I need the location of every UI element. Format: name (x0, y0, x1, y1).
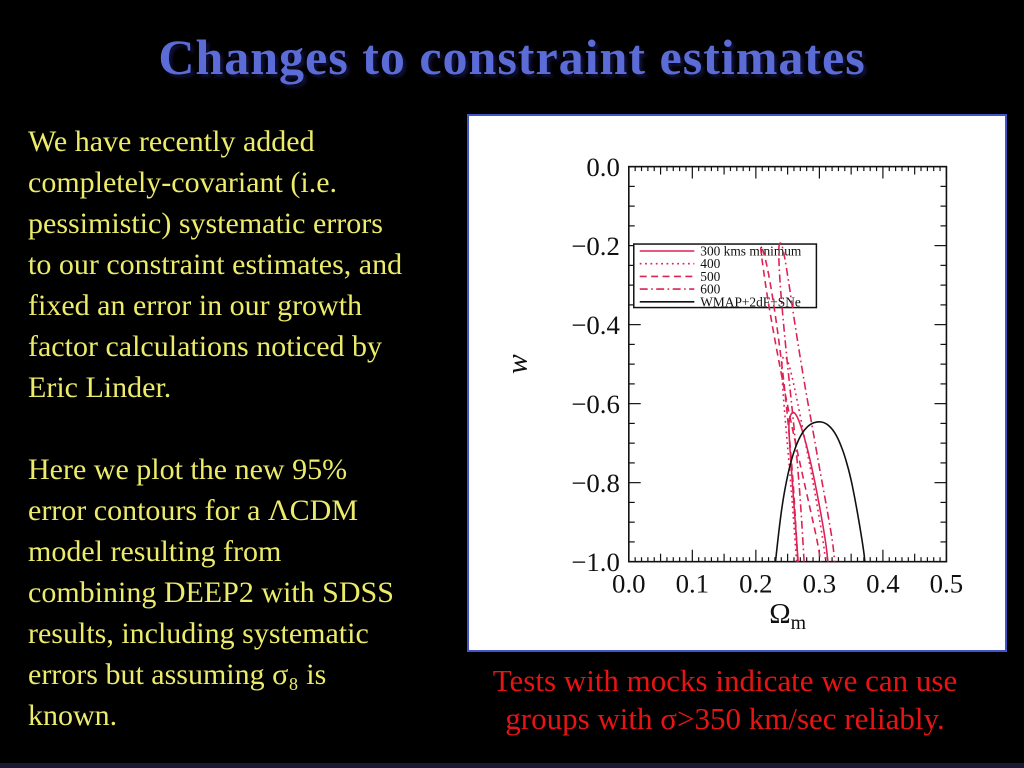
x-axis-tick-label: 0.5 (930, 568, 963, 598)
caption-text: Tests with mocks indicate we can use gro… (492, 663, 958, 736)
y-axis-tick-label: −0.6 (571, 389, 620, 419)
x-axis-tick-label: 0.2 (739, 568, 772, 598)
body-paragraph-1: We have recently added completely-covari… (28, 125, 403, 404)
y-axis-label: w (501, 354, 534, 374)
legend-entry-label: 300 kms minimum (700, 243, 802, 258)
plot-panel: 0.0 0.1 0.2 0.3 0.4 0.5 0.0 −0.2 −0.4 −0.6 −0.8 −1.… (467, 114, 1007, 652)
series-curve (777, 242, 836, 562)
y-axis-tick-label: −1.0 (571, 547, 620, 577)
y-axis-tick-label: 0.0 (586, 152, 619, 182)
legend-entry-label: 600 (700, 282, 720, 297)
body-paragraph-2: Here we plot the new 95% error contours … (28, 453, 394, 732)
series-curve (759, 245, 822, 562)
x-axis-tick-label: 0.0 (612, 568, 645, 598)
constraint-contour-chart: 0.0 0.1 0.2 0.3 0.4 0.5 0.0 −0.2 −0.4 −0.6 −0.8 −1.… (501, 152, 964, 634)
x-axis-tick-label: 0.1 (676, 568, 709, 598)
y-axis-tick-label: −0.4 (571, 310, 620, 340)
y-axis-tick-label: −0.8 (571, 468, 620, 498)
legend-entry-label: WMAP+2dF+SNe (700, 294, 801, 309)
slide-title: Changes to constraint estimates (158, 29, 866, 85)
series-curve (781, 355, 827, 562)
x-axis-tick-label: 0.3 (803, 568, 836, 598)
series-curve (774, 421, 866, 562)
legend-entry-label: 500 (700, 269, 720, 284)
legend-entry-label: 400 (700, 256, 720, 271)
x-axis-tick-label: 0.4 (866, 568, 899, 598)
bottom-edge-strip (0, 763, 1024, 768)
y-axis-tick-label: −0.2 (571, 231, 620, 261)
x-axis-label: Ωm (769, 598, 806, 634)
